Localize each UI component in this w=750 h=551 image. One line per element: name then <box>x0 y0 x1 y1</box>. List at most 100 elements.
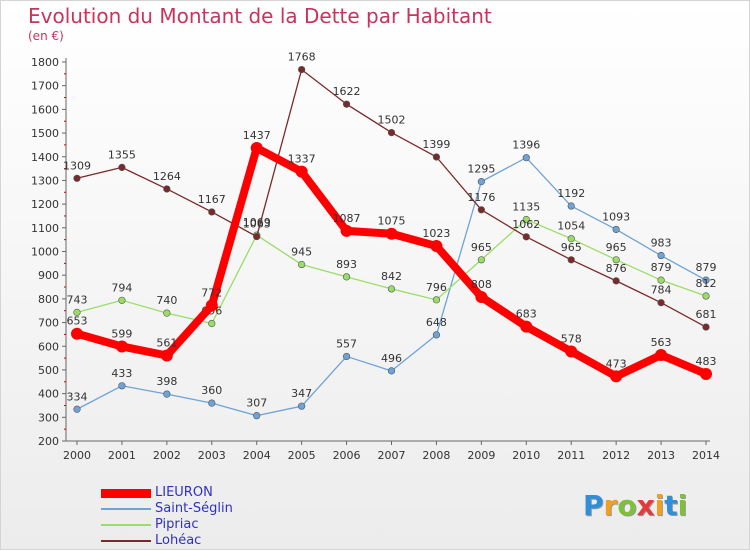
legend-label: Saint-Séglin <box>155 501 233 516</box>
data-point <box>522 154 530 162</box>
data-label: 398 <box>156 375 177 388</box>
data-label: 945 <box>291 246 312 259</box>
data-label: 876 <box>606 262 627 275</box>
data-label: 879 <box>651 261 672 274</box>
data-label: 784 <box>651 284 672 297</box>
data-label: 1399 <box>422 138 450 151</box>
y-tick-label: 600 <box>38 340 59 353</box>
data-point <box>73 308 81 316</box>
legend-swatch <box>101 540 151 542</box>
y-tick-label: 1000 <box>31 246 59 259</box>
data-label: 1093 <box>602 210 630 223</box>
data-label: 965 <box>471 241 492 254</box>
data-label: 496 <box>381 352 402 365</box>
data-point <box>385 227 398 240</box>
data-label: 740 <box>156 294 177 307</box>
series-saint-s-glin: 334 433 398 360 307 347 557 496 648 1295 1396 1192 1… <box>67 139 717 420</box>
data-point <box>432 153 441 161</box>
data-label: 743 <box>67 293 88 306</box>
y-tick-label: 500 <box>38 364 59 377</box>
x-tick-label: 2014 <box>692 449 720 462</box>
legend-label: Lohéac <box>155 533 202 548</box>
data-label: 1135 <box>512 201 540 214</box>
data-point <box>655 349 668 362</box>
data-point <box>250 141 263 154</box>
data-label: 563 <box>651 336 672 349</box>
data-point <box>477 178 485 186</box>
x-tick-label: 2003 <box>198 449 226 462</box>
data-point <box>253 232 261 241</box>
data-point <box>567 235 575 243</box>
legend-label: LIEURON <box>155 485 213 500</box>
data-point <box>295 165 308 178</box>
data-label: 1087 <box>333 212 361 225</box>
data-point <box>612 256 620 264</box>
data-label: 1768 <box>288 51 316 64</box>
x-tick-label: 2011 <box>557 449 585 462</box>
data-point <box>208 208 216 216</box>
data-point <box>522 233 530 241</box>
data-label: 473 <box>606 357 627 370</box>
data-point <box>118 382 126 390</box>
data-point <box>700 367 712 380</box>
data-label: 1063 <box>243 218 271 231</box>
legend-item: Pipriac <box>101 517 233 533</box>
data-point <box>657 299 665 307</box>
y-tick-label: 300 <box>38 411 59 424</box>
data-point <box>567 202 575 210</box>
x-tick-label: 2005 <box>288 449 316 462</box>
data-point <box>73 405 81 413</box>
data-label: 1023 <box>422 227 450 240</box>
data-label: 433 <box>111 367 132 380</box>
data-label: 681 <box>696 308 717 321</box>
data-point <box>612 225 620 234</box>
y-tick-label: 900 <box>38 269 59 282</box>
data-point <box>298 65 306 74</box>
data-label: 653 <box>67 315 88 328</box>
data-point <box>163 185 171 193</box>
data-point <box>657 251 665 260</box>
data-label: 1075 <box>378 215 406 228</box>
x-tick-label: 2010 <box>512 449 540 462</box>
data-label: 307 <box>246 397 267 410</box>
data-label: 796 <box>426 281 447 294</box>
data-point <box>702 323 710 331</box>
data-label: 1069 <box>243 216 271 229</box>
legend-item: Saint-Séglin <box>101 501 233 517</box>
data-label: 347 <box>291 387 312 400</box>
legend: LIEURON Saint-Séglin Pipriac Lohéac <box>101 485 233 549</box>
legend-item: Lohéac <box>101 533 233 549</box>
data-point <box>342 352 351 361</box>
x-tick-label: 2002 <box>153 449 181 462</box>
data-point <box>387 128 396 137</box>
y-tick-label: 1800 <box>31 56 59 69</box>
data-point <box>163 309 171 317</box>
data-point <box>522 215 530 224</box>
y-tick-label: 1400 <box>31 151 59 164</box>
data-label: 1062 <box>512 218 540 231</box>
data-point <box>477 256 485 264</box>
legend-swatch <box>101 524 151 526</box>
data-label: 772 <box>201 287 222 300</box>
brand-letter: r <box>603 489 618 522</box>
data-point <box>298 402 306 410</box>
x-tick-label: 2007 <box>378 449 406 462</box>
data-label: 1295 <box>467 163 495 176</box>
data-label: 983 <box>651 237 672 250</box>
data-label: 1176 <box>467 191 495 204</box>
series-lieuron: 653 599 561 772 1437 1337 1087 1075 1023 808 683 57… <box>67 129 717 383</box>
legend-item: LIEURON <box>101 485 233 501</box>
data-label: 1396 <box>512 139 540 152</box>
data-point <box>432 331 441 339</box>
unit-label: (en €) <box>28 29 64 43</box>
data-point <box>342 273 351 281</box>
data-point <box>610 370 623 383</box>
data-point <box>163 390 171 398</box>
data-point <box>118 296 126 304</box>
y-tick-label: 1100 <box>31 222 59 235</box>
data-point <box>73 174 81 182</box>
data-point <box>115 340 128 353</box>
data-point <box>475 290 488 303</box>
data-label: 334 <box>67 390 88 403</box>
